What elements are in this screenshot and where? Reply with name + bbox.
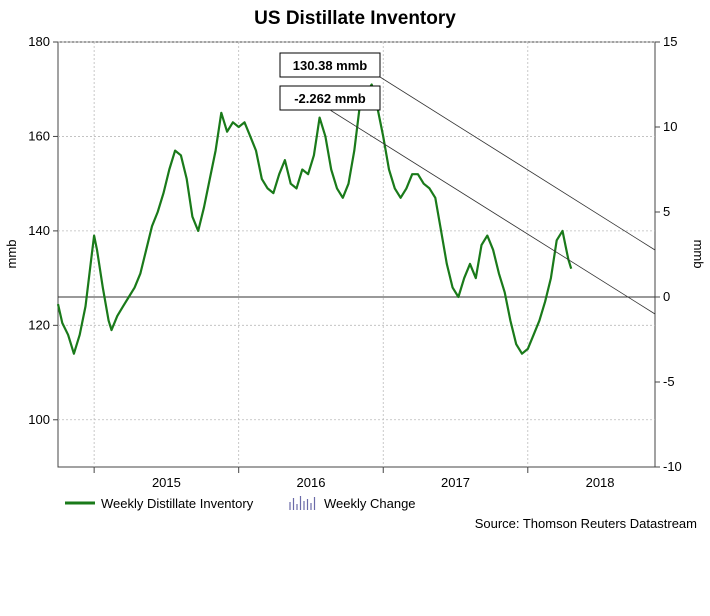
x-tick-label: 2016 [297, 475, 326, 490]
callout-top: 130.38 mmb [279, 52, 656, 251]
callout-top-label: 130.38 mmb [293, 58, 367, 73]
x-ticks: 2015 2016 2017 2018 [152, 475, 615, 490]
y-left-tick-label: 120 [28, 317, 50, 332]
y-right-ticks: -10 -5 0 5 10 15 [655, 34, 682, 474]
y-right-tick-label: 10 [663, 119, 677, 134]
x-tick-label: 2017 [441, 475, 470, 490]
y-left-ticks: 100 120 140 160 180 [28, 34, 58, 427]
y-right-tick-label: -5 [663, 374, 675, 389]
y-right-tick-label: -10 [663, 459, 682, 474]
legend-bar-label: Weekly Change [324, 496, 416, 511]
grid-lines [58, 41, 655, 421]
inventory-line [56, 83, 573, 355]
source-note: Source: Thomson Reuters Datastream [475, 516, 697, 531]
y-right-tick-label: 5 [663, 204, 670, 219]
legend: Weekly Distillate Inventory Weekly Chang… [65, 496, 416, 511]
chart-title: US Distillate Inventory [254, 8, 456, 29]
x-tick-label: 2015 [152, 475, 181, 490]
y-left-axis-label: mmb [4, 240, 19, 269]
y-left-tick-label: 140 [28, 223, 50, 238]
y-right-axis-label: mmb [691, 240, 706, 269]
y-left-tick-label: 160 [28, 128, 50, 143]
x-tick-label: 2018 [586, 475, 615, 490]
legend-line-label: Weekly Distillate Inventory [101, 496, 254, 511]
callout-top-leader [379, 76, 656, 251]
y-left-tick-label: 180 [28, 34, 50, 49]
year-boundaries [93, 42, 529, 473]
callout-bottom-label: -2.262 mmb [294, 91, 366, 106]
y-right-tick-label: 15 [663, 34, 677, 49]
series-weekly-distillate-inventory [56, 83, 573, 355]
callout-bottom-leader [329, 109, 656, 315]
y-right-tick-label: 0 [663, 289, 670, 304]
callout-bottom: -2.262 mmb [279, 85, 656, 315]
y-left-tick-label: 100 [28, 412, 50, 427]
legend-bar-swatch [289, 496, 316, 510]
